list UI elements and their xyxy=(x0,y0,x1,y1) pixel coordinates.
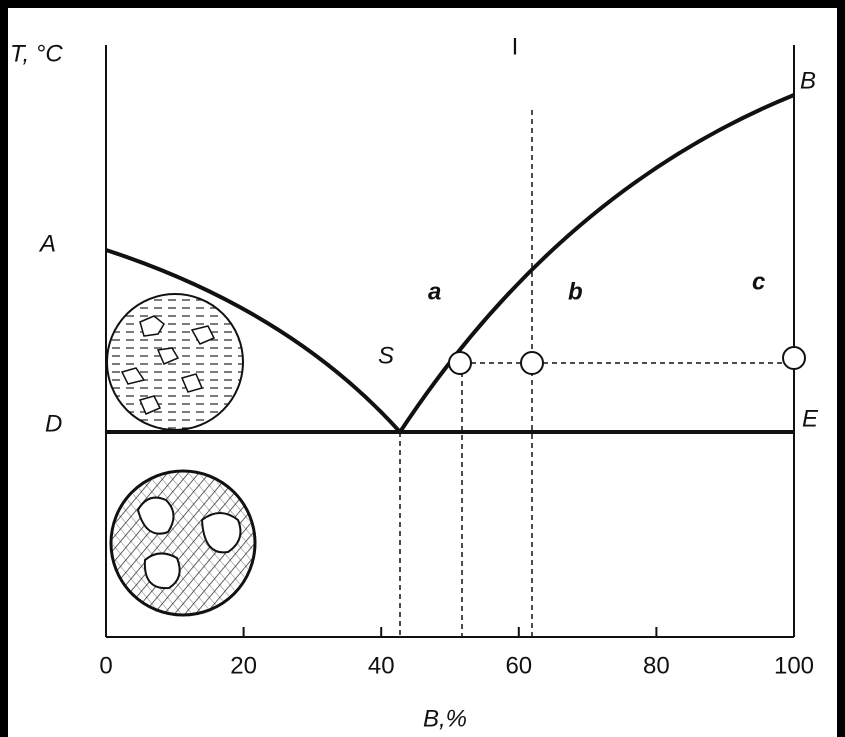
region-label: b xyxy=(568,278,583,305)
diagram: 0 20 40 60 80 100 T, °C B,% I B A D E S a b c xyxy=(0,0,845,737)
x-tick-label: 0 xyxy=(99,652,112,679)
region-label: a xyxy=(428,278,441,305)
x-tick-label: 100 xyxy=(774,652,814,679)
point-label: D xyxy=(45,410,62,437)
structure-solid xyxy=(111,471,255,615)
x-axis-label: B,% xyxy=(423,705,467,732)
structure-liquid xyxy=(107,294,243,430)
x-tick-label: 40 xyxy=(368,652,395,679)
point-label: E xyxy=(802,405,819,432)
region-label: c xyxy=(752,268,765,295)
x-tick-label: 80 xyxy=(643,652,670,679)
x-tick-label: 20 xyxy=(230,652,257,679)
x-tick-label: 60 xyxy=(505,652,532,679)
point-label: B xyxy=(800,67,816,94)
page: {"axis": {"y_label": "T, °C", "x_label":… xyxy=(0,0,845,737)
section-label: I xyxy=(512,33,519,60)
point-label: S xyxy=(378,342,394,369)
point-label: A xyxy=(38,230,56,257)
y-axis-label: T, °C xyxy=(10,40,63,67)
